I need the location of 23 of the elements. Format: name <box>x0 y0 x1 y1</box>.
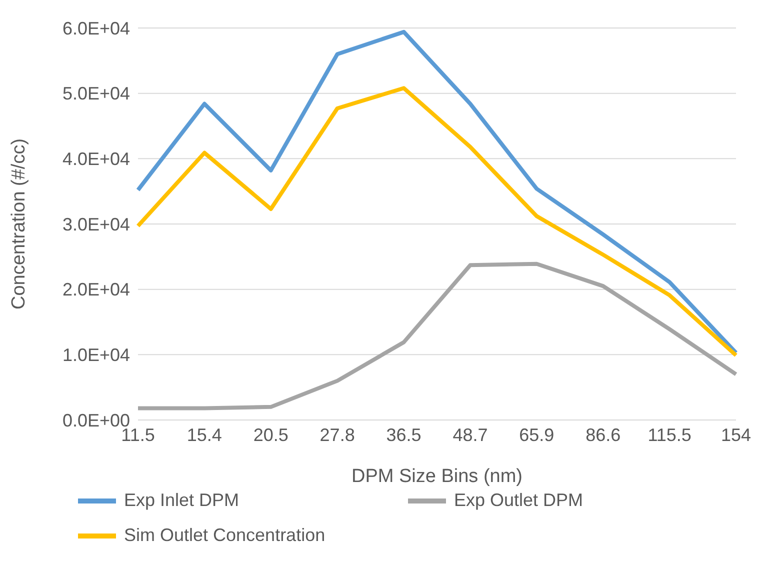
y-tick-label: 3.0E+04 <box>62 214 130 234</box>
y-tick-label: 5.0E+04 <box>62 84 130 104</box>
y-tick-label: 4.0E+04 <box>62 149 130 170</box>
y-tick-label: 6.0E+04 <box>62 18 130 38</box>
x-tick-label: 48.7 <box>452 424 488 445</box>
line-series <box>136 86 738 358</box>
x-tick-label: 36.5 <box>386 424 422 445</box>
y-axis-title: Concentration (#/cc) <box>8 138 30 310</box>
legend-label: Exp Inlet DPM <box>124 490 240 511</box>
x-axis-title: DPM Size Bins (nm) <box>351 466 523 487</box>
y-tick-label: 2.0E+04 <box>62 280 130 300</box>
line-series <box>136 30 738 355</box>
line-series <box>136 262 738 410</box>
y-tick-label: 1.0E+04 <box>62 345 130 366</box>
legend-label: Exp Outlet DPM <box>454 490 584 511</box>
legend-label: Sim Outlet Concentration <box>124 525 326 546</box>
x-tick-label: 20.5 <box>253 424 288 445</box>
x-tick-label: 27.8 <box>320 424 355 445</box>
x-tick-label: 86.6 <box>586 424 621 445</box>
x-tick-label: 154 <box>720 424 752 445</box>
x-tick-label: 15.4 <box>186 424 222 445</box>
x-tick-label: 115.5 <box>648 424 692 445</box>
x-tick-label: 65.9 <box>519 424 554 445</box>
